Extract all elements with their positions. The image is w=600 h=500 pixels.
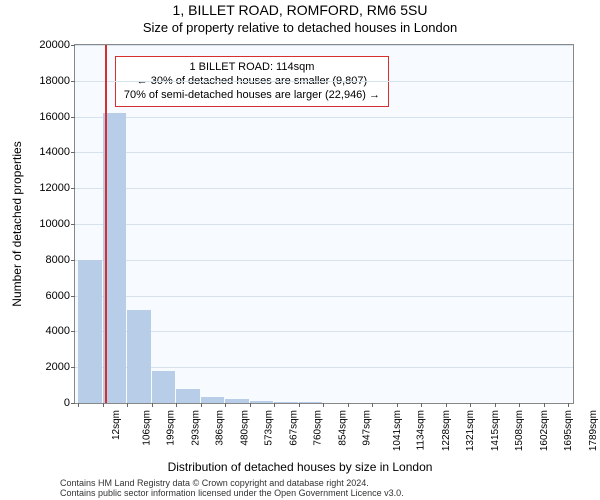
xtick-label: 667sqm xyxy=(288,410,299,446)
xtick-label: 1415sqm xyxy=(490,410,501,451)
ytick-mark xyxy=(71,81,75,82)
xtick-mark xyxy=(299,403,300,407)
xtick-label: 199sqm xyxy=(166,410,177,446)
xtick-mark xyxy=(544,403,545,407)
xtick-mark xyxy=(176,403,177,407)
ytick-label: 8000 xyxy=(26,254,70,266)
xtick-mark xyxy=(470,403,471,407)
xtick-mark xyxy=(495,403,496,407)
xtick-label: 760sqm xyxy=(313,410,324,446)
ytick-label: 20000 xyxy=(26,39,70,51)
xtick-mark xyxy=(397,403,398,407)
ytick-mark xyxy=(71,331,75,332)
xtick-label: 106sqm xyxy=(141,410,152,446)
gridline xyxy=(75,260,573,261)
ytick-mark xyxy=(71,403,75,404)
xtick-mark xyxy=(103,403,104,407)
footnote: Contains HM Land Registry data © Crown c… xyxy=(60,478,590,499)
ytick-label: 0 xyxy=(26,397,70,409)
xtick-mark xyxy=(250,403,251,407)
ytick-label: 10000 xyxy=(26,218,70,230)
gridline xyxy=(75,81,573,82)
xtick-label: 1134sqm xyxy=(416,410,427,450)
xtick-mark xyxy=(446,403,447,407)
marker-line xyxy=(105,45,107,403)
gridline xyxy=(75,152,573,153)
ytick-mark xyxy=(71,296,75,297)
xtick-mark xyxy=(348,403,349,407)
chart-subtitle: Size of property relative to detached ho… xyxy=(0,20,600,35)
xtick-label: 1508sqm xyxy=(514,410,525,451)
footnote-line2: Contains public sector information licen… xyxy=(60,488,590,498)
xtick-mark xyxy=(225,403,226,407)
ytick-mark xyxy=(71,260,75,261)
ytick-mark xyxy=(71,152,75,153)
ytick-label: 6000 xyxy=(26,290,70,302)
ytick-label: 12000 xyxy=(26,182,70,194)
annotation-line1: 1 BILLET ROAD: 114sqm xyxy=(124,60,380,74)
histogram-bar xyxy=(176,389,200,403)
x-axis-label: Distribution of detached houses by size … xyxy=(0,460,600,474)
gridline xyxy=(75,45,573,46)
histogram-bar xyxy=(152,371,175,403)
gridline xyxy=(75,117,573,118)
histogram-bar xyxy=(78,260,102,403)
ytick-mark xyxy=(71,117,75,118)
xtick-mark xyxy=(274,403,275,407)
ytick-mark xyxy=(71,224,75,225)
xtick-label: 1041sqm xyxy=(392,410,403,451)
chart-container: 1, BILLET ROAD, ROMFORD, RM6 5SU Size of… xyxy=(0,0,600,500)
histogram-bar xyxy=(274,402,298,403)
xtick-mark xyxy=(519,403,520,407)
ytick-mark xyxy=(71,367,75,368)
xtick-label: 1602sqm xyxy=(539,410,550,451)
xtick-label: 573sqm xyxy=(264,410,275,446)
xtick-mark xyxy=(127,403,128,407)
histogram-bar xyxy=(127,310,151,403)
gridline xyxy=(75,296,573,297)
xtick-label: 293sqm xyxy=(190,410,201,446)
xtick-mark xyxy=(421,403,422,407)
histogram-bar xyxy=(201,397,224,403)
gridline xyxy=(75,224,573,225)
xtick-label: 1789sqm xyxy=(588,410,599,451)
xtick-mark xyxy=(201,403,202,407)
ytick-mark xyxy=(71,188,75,189)
ytick-label: 2000 xyxy=(26,361,70,373)
xtick-label: 386sqm xyxy=(215,410,226,446)
histogram-bar xyxy=(299,402,322,403)
xtick-label: 854sqm xyxy=(337,410,348,446)
chart-title: 1, BILLET ROAD, ROMFORD, RM6 5SU xyxy=(0,2,600,18)
xtick-mark xyxy=(372,403,373,407)
xtick-mark xyxy=(78,403,79,407)
xtick-label: 12sqm xyxy=(111,410,122,440)
y-axis-label: Number of detached properties xyxy=(10,141,24,306)
ytick-label: 14000 xyxy=(26,146,70,158)
footnote-line1: Contains HM Land Registry data © Crown c… xyxy=(60,478,590,488)
ytick-label: 18000 xyxy=(26,75,70,87)
ytick-label: 4000 xyxy=(26,325,70,337)
histogram-bar xyxy=(250,401,273,403)
xtick-label: 1228sqm xyxy=(441,410,452,451)
histogram-bar xyxy=(225,399,249,403)
xtick-mark xyxy=(323,403,324,407)
xtick-label: 480sqm xyxy=(239,410,250,446)
annotation-line3: 70% of semi-detached houses are larger (… xyxy=(124,88,380,102)
plot-area: 1 BILLET ROAD: 114sqm ← 30% of detached … xyxy=(74,44,574,404)
ytick-mark xyxy=(71,45,75,46)
xtick-label: 1695sqm xyxy=(563,410,574,451)
ytick-label: 16000 xyxy=(26,111,70,123)
xtick-label: 947sqm xyxy=(362,410,373,446)
xtick-mark xyxy=(568,403,569,407)
xtick-mark xyxy=(152,403,153,407)
gridline xyxy=(75,188,573,189)
xtick-label: 1321sqm xyxy=(465,410,476,451)
